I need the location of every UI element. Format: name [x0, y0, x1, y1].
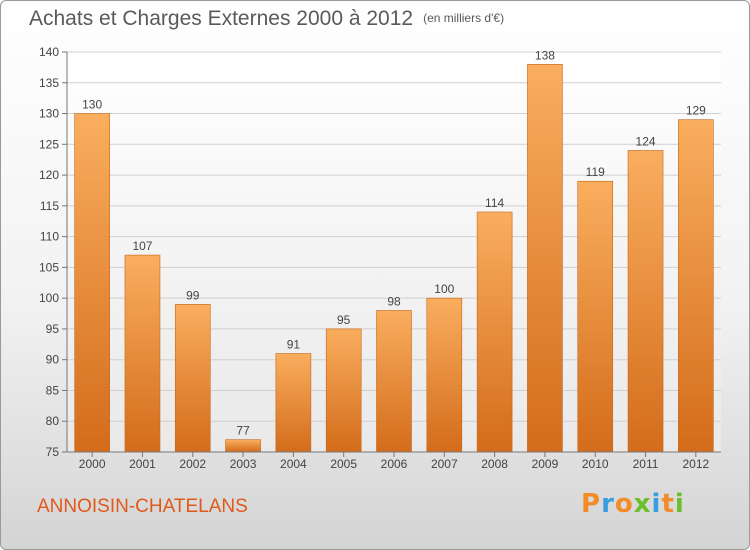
y-tick-label: 95: [46, 322, 60, 336]
bar[interactable]: [225, 439, 261, 453]
commune-name: ANNOISIN-CHATELANS: [37, 496, 248, 517]
bar-value-label: 77: [236, 424, 250, 438]
x-tick-label: 2004: [280, 457, 307, 471]
bar-value-label: 130: [82, 98, 102, 112]
y-tick-label: 140: [39, 45, 59, 59]
x-tick-label: 2000: [79, 457, 106, 471]
bar[interactable]: [476, 211, 513, 453]
y-tick-label: 115: [40, 199, 59, 213]
y-tick-label: 135: [39, 76, 59, 90]
bar[interactable]: [74, 113, 110, 453]
bar[interactable]: [275, 353, 312, 453]
x-tick-label: 2005: [330, 457, 357, 471]
y-tick-label: 110: [40, 230, 59, 244]
chart-unit: (en milliers d'€): [423, 11, 505, 25]
bar-value-label: 114: [485, 196, 504, 210]
bar[interactable]: [174, 304, 211, 453]
bar[interactable]: [325, 328, 362, 453]
x-tick-label: 2011: [633, 457, 659, 471]
axes: 75 80 85 90 95 100 105 110 115 120 125 130 135 140 200…: [39, 45, 721, 471]
x-tick-label: 2009: [532, 457, 559, 471]
y-tick-label: 75: [46, 445, 60, 459]
bar[interactable]: [678, 119, 714, 453]
y-tick-label: 85: [46, 383, 60, 397]
bar[interactable]: [124, 254, 161, 453]
bar[interactable]: [577, 180, 614, 453]
bar-value-label: 119: [586, 165, 605, 179]
y-tick-label: 100: [39, 291, 59, 305]
bar[interactable]: [426, 297, 463, 453]
x-tick-label: 2010: [582, 457, 609, 471]
bar-value-label: 138: [535, 48, 555, 62]
x-tick-label: 2006: [381, 457, 408, 471]
bars: 130 107 99 77 91 95 98 100 114 138 119 124 129: [74, 48, 714, 453]
y-tick-label: 120: [39, 168, 59, 182]
bar-value-label: 95: [337, 313, 351, 327]
x-tick-label: 2001: [129, 457, 156, 471]
bar[interactable]: [527, 64, 563, 453]
bar-value-label: 100: [434, 282, 454, 296]
bar-value-label: 99: [186, 288, 200, 302]
x-tick-label: 2012: [682, 457, 709, 471]
y-tick-label: 125: [39, 137, 59, 151]
bar-value-label: 124: [636, 134, 656, 148]
bar[interactable]: [376, 310, 412, 453]
bar-value-label: 98: [387, 294, 401, 308]
x-tick-label: 2002: [179, 457, 206, 471]
bar[interactable]: [627, 150, 664, 453]
chart-title: Achats et Charges Externes 2000 à 2012 (e…: [29, 7, 504, 31]
y-tick-label: 90: [46, 353, 60, 367]
bar-value-label: 91: [287, 338, 301, 352]
proxiti-logo[interactable]: Proxiti: [581, 489, 685, 519]
chart-title-text: Achats et Charges Externes 2000 à 2012: [29, 7, 414, 30]
x-tick-label: 2007: [431, 457, 458, 471]
y-tick-label: 105: [39, 260, 59, 274]
x-tick-label: 2003: [230, 457, 257, 471]
bar-value-label: 107: [132, 239, 152, 253]
y-tick-label: 130: [39, 107, 59, 121]
bar-value-label: 129: [686, 104, 706, 118]
y-tick-label: 80: [46, 414, 60, 428]
x-tick-label: 2008: [481, 457, 508, 471]
